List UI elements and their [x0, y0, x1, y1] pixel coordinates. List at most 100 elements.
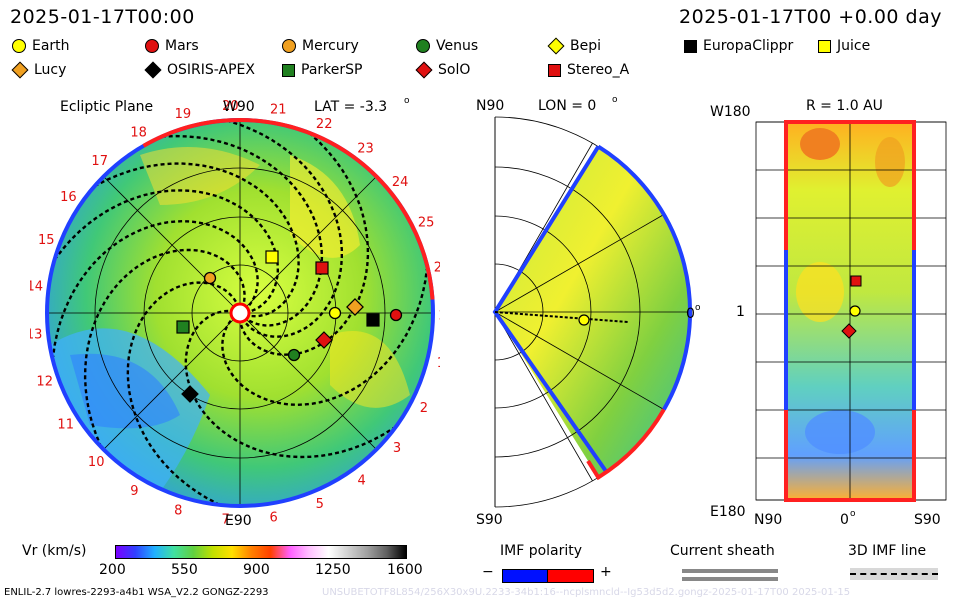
carrington-label-16: 16: [60, 190, 77, 205]
carrington-label-27: 27: [439, 308, 440, 323]
legend-label-mercury: Mercury: [302, 38, 359, 54]
legend-label-bepi: Bepi: [570, 38, 601, 54]
legend-item-europaclippr: EuropaClippr: [684, 38, 793, 54]
north-90-label: N90: [476, 98, 504, 114]
carrington-label-15: 15: [38, 233, 55, 248]
model-info: ENLIL-2.7 lowres-2293-a4b1 WSA_V2.2 GONG…: [4, 587, 269, 598]
legend-item-earth: Earth: [12, 38, 70, 54]
ecl-grid-spoke: [239, 312, 377, 450]
imf-spiral-line: [83, 248, 246, 445]
east-90-label: E90: [225, 513, 252, 529]
meridional-plane-map: N90 LON = 0 o S90 0 o: [476, 95, 701, 528]
colorbar-tick-550: 550: [171, 562, 198, 578]
imf-spiral-line: [228, 120, 343, 338]
juice-marker: [265, 250, 279, 264]
legend-item-lucy: Lucy: [11, 61, 67, 79]
parkersp-square-icon: [282, 63, 295, 77]
west-180-label: W180: [710, 104, 751, 120]
legend-label-mars: Mars: [165, 38, 199, 54]
carrington-label-14: 14: [30, 280, 43, 295]
latitude-label: LAT = -3.3: [314, 99, 387, 115]
latitude-degree-sup: o: [404, 96, 410, 106]
legend-label-osiris-apex: OSIRIS-APEX: [167, 62, 255, 78]
zero-x-label: 0: [840, 512, 849, 528]
europaclippr-marker: [366, 313, 380, 327]
radial-lat-tick: 1: [736, 304, 745, 320]
carrington-label-4: 4: [358, 474, 366, 489]
osiris-apex-marker: [181, 385, 199, 403]
lucy-marker: [346, 298, 364, 316]
legend-item-mars: Mars: [145, 38, 199, 54]
imf-polarity-title: IMF polarity: [500, 543, 583, 559]
solo-marker: [315, 331, 333, 349]
imf-spiral-line: [184, 309, 395, 459]
imf-positive-swatch: [547, 569, 594, 583]
carrington-label-6: 6: [269, 510, 277, 525]
carrington-label-2: 2: [420, 401, 428, 416]
carrington-label-17: 17: [91, 154, 108, 169]
ecliptic-title: Ecliptic Plane: [60, 99, 153, 115]
earth-marker-meridional: [578, 314, 590, 326]
legend-item-stereo-a: Stereo_A: [548, 62, 629, 78]
osiris-apex-diamond-icon: [144, 61, 162, 79]
legend-item-mercury: Mercury: [282, 38, 359, 54]
datetime-label: 2025-01-17T00:00: [10, 6, 195, 28]
mercury-marker: [203, 271, 217, 285]
legend-item-venus: Venus: [416, 38, 478, 54]
carrington-label-23: 23: [357, 141, 374, 156]
mercury-circle-icon: [282, 39, 296, 53]
juice-square-icon: [818, 39, 831, 53]
carrington-label-26: 26: [434, 261, 440, 276]
earth-circle-icon: [12, 39, 26, 53]
imf-spiral-line: [221, 269, 429, 407]
imf-spiral-line: [239, 133, 370, 356]
venus-marker: [287, 348, 301, 362]
carrington-label-21: 21: [270, 103, 287, 118]
legend-label-europaclippr: EuropaClippr: [703, 38, 794, 54]
imf-spiral-line: [96, 162, 300, 318]
imf-negative-swatch: [502, 569, 549, 583]
carrington-label-12: 12: [36, 375, 53, 390]
time-offset-label: 2025-01-17T00 +0.00 day: [679, 6, 942, 28]
venus-circle-icon: [416, 39, 430, 53]
radial-surface-map: R = 1.0 AU W180 E180 1 N90 0 o S90: [710, 98, 947, 528]
radius-label: R = 1.0 AU: [806, 98, 883, 114]
stereo-a-square-icon: [548, 63, 561, 77]
carrington-label-7: 7: [221, 513, 229, 528]
legend-label-earth: Earth: [32, 38, 70, 54]
mer-grid-spoke: [494, 311, 665, 410]
legend-item-juice: Juice: [818, 38, 870, 54]
legend-label-stereo-a: Stereo_A: [567, 62, 630, 78]
solo-diamond-icon: [415, 61, 433, 79]
colorbar-title: Vr (km/s): [22, 543, 87, 559]
mars-marker: [389, 308, 403, 322]
imf-positive-sign: +: [600, 564, 612, 580]
legend-label-solo: SolO: [438, 62, 471, 78]
legend-label-lucy: Lucy: [34, 62, 67, 78]
legend-label-juice: Juice: [837, 38, 871, 54]
imf-line-title: 3D IMF line: [848, 543, 927, 559]
solo-marker-radial: [841, 323, 857, 339]
imf-spiral-line: [51, 219, 259, 357]
meridional-zero-sup: o: [695, 303, 701, 313]
carrington-label-8: 8: [174, 504, 182, 519]
current-sheath-title: Current sheath: [670, 543, 775, 559]
carrington-label-18: 18: [130, 126, 147, 141]
legend-item-parkersp: ParkerSP: [282, 62, 362, 78]
earth-marker: [328, 306, 342, 320]
legend-item-osiris-apex: OSIRIS-APEX: [144, 61, 255, 79]
legend-item-bepi: Bepi: [547, 37, 601, 55]
south-90-label: S90: [476, 512, 503, 528]
mer-grid-spoke: [494, 214, 665, 313]
imf-spiral-line: [55, 189, 279, 312]
ecl-grid-spoke: [239, 176, 377, 314]
ecl-grid-spoke: [103, 176, 241, 314]
ecl-grid-spoke: [103, 312, 241, 450]
imf-line-swatch: [850, 568, 938, 580]
north-90-x-label: N90: [754, 512, 782, 528]
carrington-label-11: 11: [57, 418, 74, 433]
carrington-label-3: 3: [393, 441, 401, 456]
meridional-zero-label: 0: [686, 306, 695, 322]
south-90-x-label: S90: [914, 512, 941, 528]
imf-spiral-line: [126, 281, 237, 505]
